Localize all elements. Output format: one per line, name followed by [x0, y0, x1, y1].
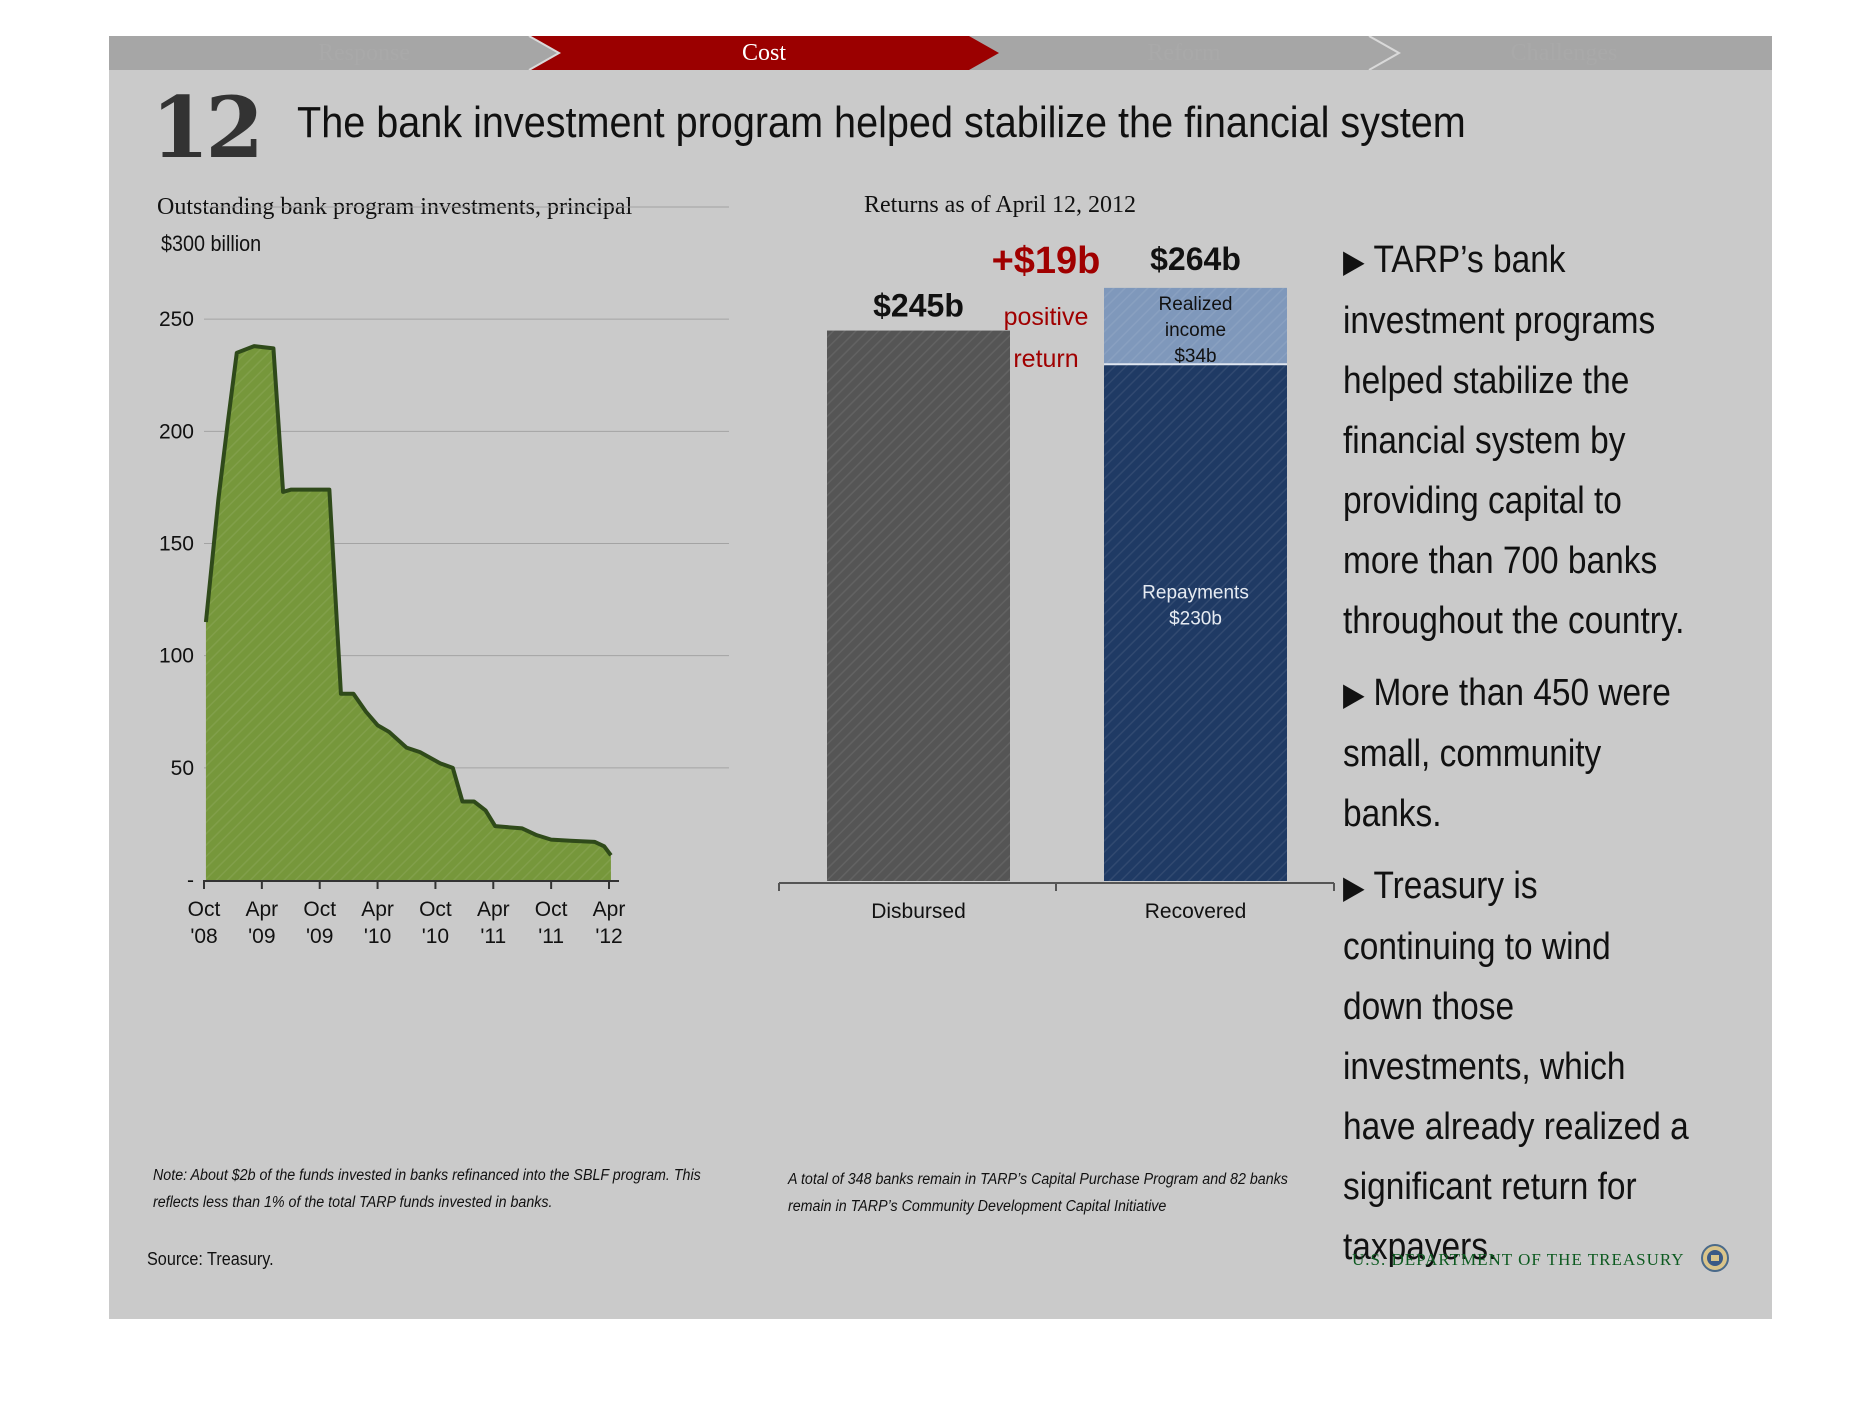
bullet-text: TARP’s bank investment programs helped s…: [1343, 239, 1685, 642]
tab-response[interactable]: Response: [318, 40, 410, 66]
nav-active-segment: [529, 36, 999, 70]
section-nav: Response Cost Reform Challenges: [109, 36, 1772, 70]
bullet-item: ▶ Treasury is continuing to wind down tho…: [1343, 856, 1695, 1277]
treasury-seal-icon: [1701, 1244, 1729, 1272]
note-left: Note: About $2b of the funds invested in…: [153, 1167, 701, 1211]
y-tick-label: -: [187, 869, 194, 892]
note-right: A total of 348 banks remain in TARP’s Ca…: [788, 1171, 1288, 1215]
segment-label: Repayments: [1142, 583, 1249, 604]
x-tick-label: Apr: [477, 898, 510, 921]
x-tick-label: '08: [190, 925, 217, 948]
page-title: The bank investment program helped stabi…: [297, 98, 1466, 147]
area-chart: 250 200 150 100 50 - Oct '08 Apr '09 Oct '09 Apr '10 O…: [159, 206, 729, 948]
bullet-text: Treasury is continuing to wind down thos…: [1343, 865, 1689, 1268]
charts-canvas: 250 200 150 100 50 - Oct '08 Apr '09 Oct '09 Apr '10 O…: [159, 206, 1335, 948]
x-tick-label: Oct: [188, 898, 221, 921]
x-tick-label: '10: [364, 925, 391, 948]
y-tick-label: 150: [159, 533, 194, 556]
y-tick-label: 200: [159, 420, 194, 443]
bullet-item: ▶ TARP’s bank investment programs helped …: [1343, 230, 1695, 651]
bar-value-label: $245b: [873, 288, 964, 324]
bar-realized-income-hatch: [1104, 287, 1287, 365]
bar-chart: $245b $264b Realized income $34b Repayments $2…: [778, 240, 1335, 923]
x-tick-label: Apr: [246, 898, 279, 921]
segment-label: $34b: [1174, 346, 1216, 367]
x-tick-label: '10: [422, 925, 449, 948]
bullet-text: More than 450 were small, community bank…: [1343, 672, 1671, 835]
x-tick-label: Apr: [361, 898, 394, 921]
nav-chevron-1: [528, 36, 562, 70]
bar-category-label: Disbursed: [871, 900, 966, 923]
x-tick-label: '09: [248, 925, 275, 948]
triangle-bullet-icon: ▶: [1343, 243, 1365, 279]
y-tick-label: 50: [171, 757, 194, 780]
annotation-label: return: [1013, 345, 1078, 373]
tab-cost[interactable]: Cost: [741, 40, 786, 66]
x-tick-label: '12: [595, 925, 622, 948]
segment-label: Realized: [1159, 294, 1233, 315]
nav-arrows: [109, 36, 1772, 70]
x-tick-label: Oct: [535, 898, 568, 921]
nav-chevron-3: [1368, 36, 1402, 70]
treasury-footer: U.S. DEPARTMENT OF THE TREASURY: [1352, 1250, 1685, 1269]
x-tick-label: '11: [480, 925, 506, 948]
area-hatch: [205, 346, 611, 880]
tab-reform[interactable]: Reform: [1147, 40, 1221, 66]
bullet-list: ▶ TARP’s bank investment programs helped …: [1343, 230, 1695, 1289]
area-line: [203, 344, 613, 857]
bar-category-label: Recovered: [1145, 900, 1247, 923]
y-tick-label: 250: [159, 308, 194, 331]
x-tick-label: Oct: [419, 898, 452, 921]
triangle-bullet-icon: ▶: [1343, 869, 1365, 905]
triangle-bullet-icon: ▶: [1343, 676, 1365, 712]
tab-challenges[interactable]: Challenges: [1510, 40, 1618, 66]
x-tick-label: Oct: [303, 898, 336, 921]
x-tick-label: '09: [306, 925, 333, 948]
bar-value-label: $264b: [1150, 241, 1241, 277]
slide: Response Cost Reform Challenges 12 The b…: [109, 36, 1772, 1319]
bar-repayments-hatch: [1104, 364, 1287, 881]
x-tick-label: Apr: [593, 898, 626, 921]
annotation-value: +$19b: [992, 240, 1101, 282]
bar-disbursed-hatch: [827, 330, 1010, 882]
y-tick-label: 100: [159, 645, 194, 668]
x-tick-label: '11: [538, 925, 564, 948]
source-note: Source: Treasury.: [147, 1249, 274, 1269]
segment-label: $230b: [1169, 609, 1222, 630]
slide-number: 12: [151, 78, 264, 177]
bullet-item: ▶ More than 450 were small, community ban…: [1343, 663, 1695, 844]
area-chart-unit-label: $300 billion: [161, 231, 262, 256]
bar-chart-title: Returns as of April 12, 2012: [864, 192, 1136, 218]
segment-label: income: [1165, 320, 1226, 341]
annotation-label: positive: [1004, 303, 1089, 331]
